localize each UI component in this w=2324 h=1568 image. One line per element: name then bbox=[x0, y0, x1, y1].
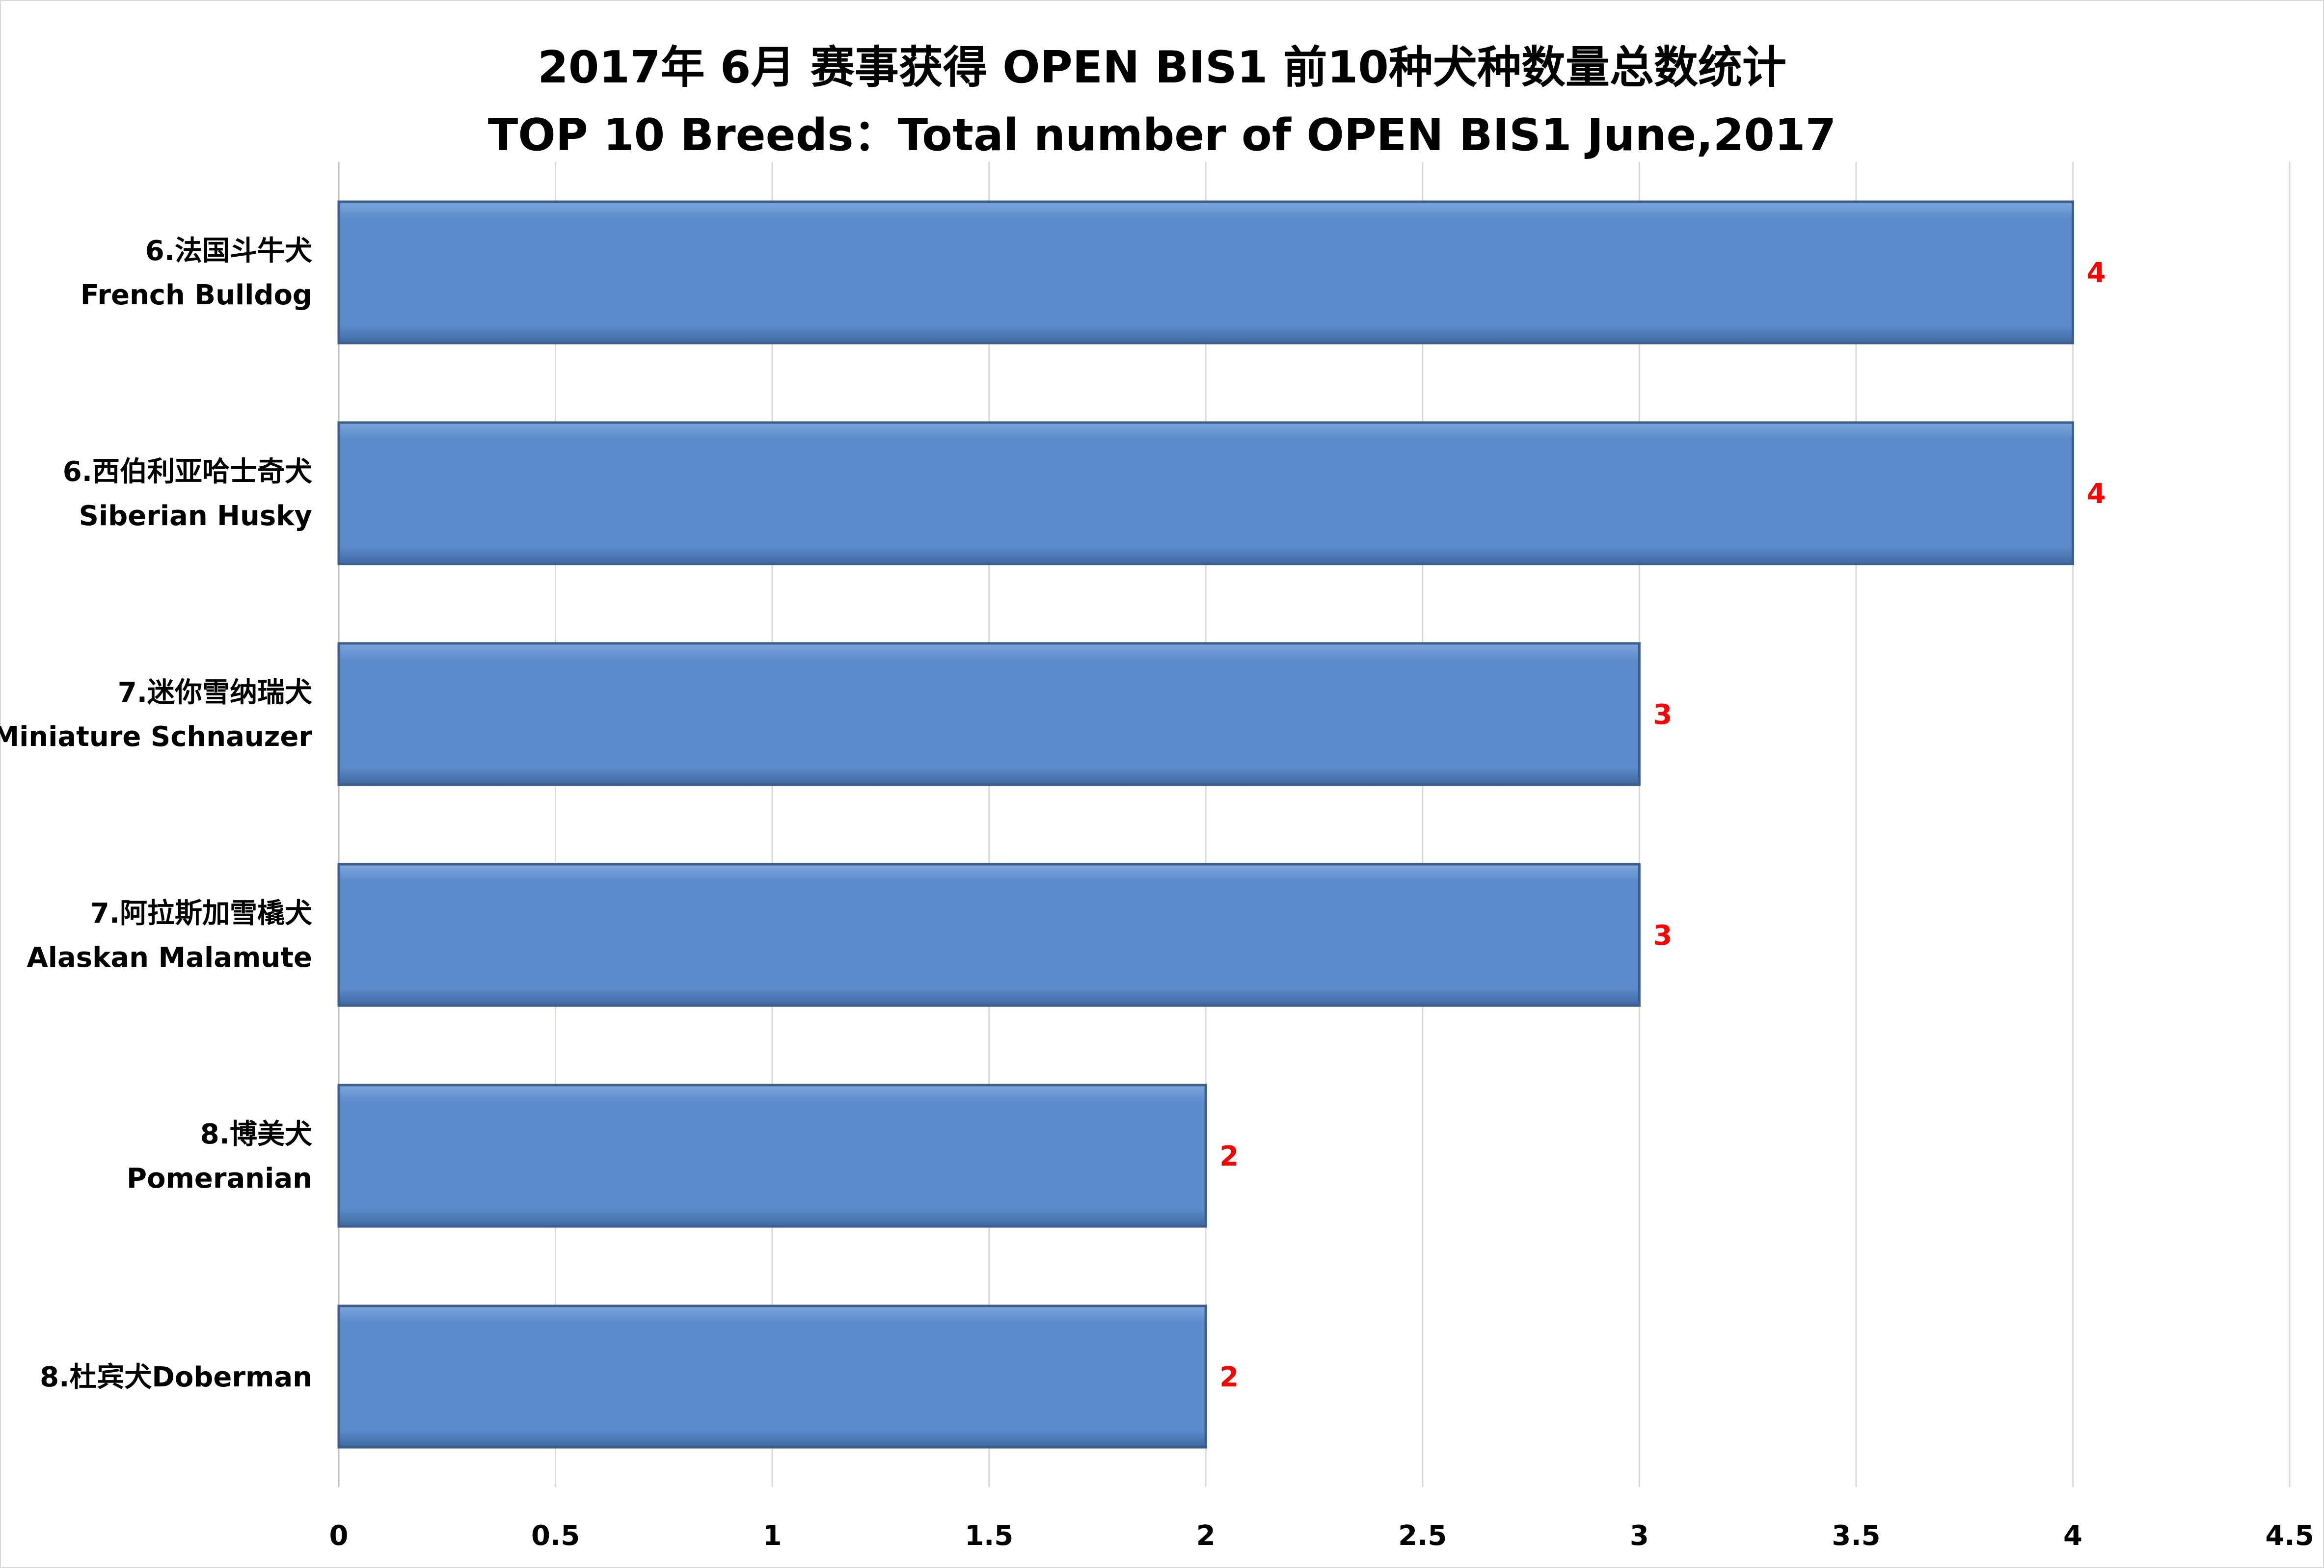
data-label: 4 bbox=[2086, 257, 2106, 289]
x-tick-label: 4 bbox=[2063, 1520, 2082, 1552]
x-tick-label: 1 bbox=[763, 1520, 782, 1552]
bars bbox=[337, 200, 2074, 1449]
chart-title-line-1: 2017年 6月 赛事获得 OPEN BIS1 前10种犬种数量总数统计 bbox=[538, 42, 1786, 93]
category-label: 8.博美犬 bbox=[200, 1118, 312, 1150]
category-label: Alaskan Malamute bbox=[27, 942, 312, 974]
bar bbox=[337, 1084, 1207, 1228]
x-tick-label: 1.5 bbox=[965, 1520, 1013, 1552]
bar bbox=[337, 1304, 1207, 1449]
data-label: 3 bbox=[1653, 699, 1672, 731]
category-label: Pomeranian bbox=[127, 1163, 312, 1195]
x-tick-label: 2.5 bbox=[1398, 1520, 1447, 1552]
labels: 0 0.5 1 1.5 2 2.5 3 3.5 4 4.5 4 6.法国斗牛犬 French Bulld… bbox=[0, 235, 2314, 1552]
category-label: 7.阿拉斯加雪橇犬 bbox=[90, 898, 312, 930]
bar bbox=[337, 200, 2074, 345]
x-tick-label: 2 bbox=[1196, 1520, 1216, 1552]
x-tick-label: 0.5 bbox=[531, 1520, 580, 1552]
data-label: 2 bbox=[1219, 1141, 1239, 1172]
grid-lines bbox=[338, 162, 2291, 1487]
data-label: 2 bbox=[1219, 1361, 1239, 1393]
category-label: Miniature Schnauzer bbox=[0, 721, 312, 753]
category-label: 6.法国斗牛犬 bbox=[145, 235, 312, 267]
x-tick-label: 0 bbox=[329, 1520, 349, 1552]
x-tick-label: 4.5 bbox=[2265, 1520, 2314, 1552]
chart-title-line-2: TOP 10 Breeds：Total number of OPEN BIS1 … bbox=[487, 109, 1837, 161]
bar bbox=[337, 642, 1641, 786]
x-tick-label: 3 bbox=[1630, 1520, 1649, 1552]
category-label: 8.杜宾犬Doberman bbox=[40, 1361, 312, 1393]
category-label: 7.迷你雪纳瑞犬 bbox=[118, 677, 312, 709]
bar bbox=[337, 863, 1641, 1007]
data-label: 3 bbox=[1653, 920, 1672, 952]
category-label: 6.西伯利亚哈士奇犬 bbox=[63, 456, 312, 488]
bar bbox=[337, 421, 2074, 565]
category-label: Siberian Husky bbox=[79, 500, 312, 532]
x-tick-label: 3.5 bbox=[1832, 1520, 1880, 1552]
category-label: French Bulldog bbox=[81, 279, 312, 311]
data-label: 4 bbox=[2086, 478, 2106, 510]
